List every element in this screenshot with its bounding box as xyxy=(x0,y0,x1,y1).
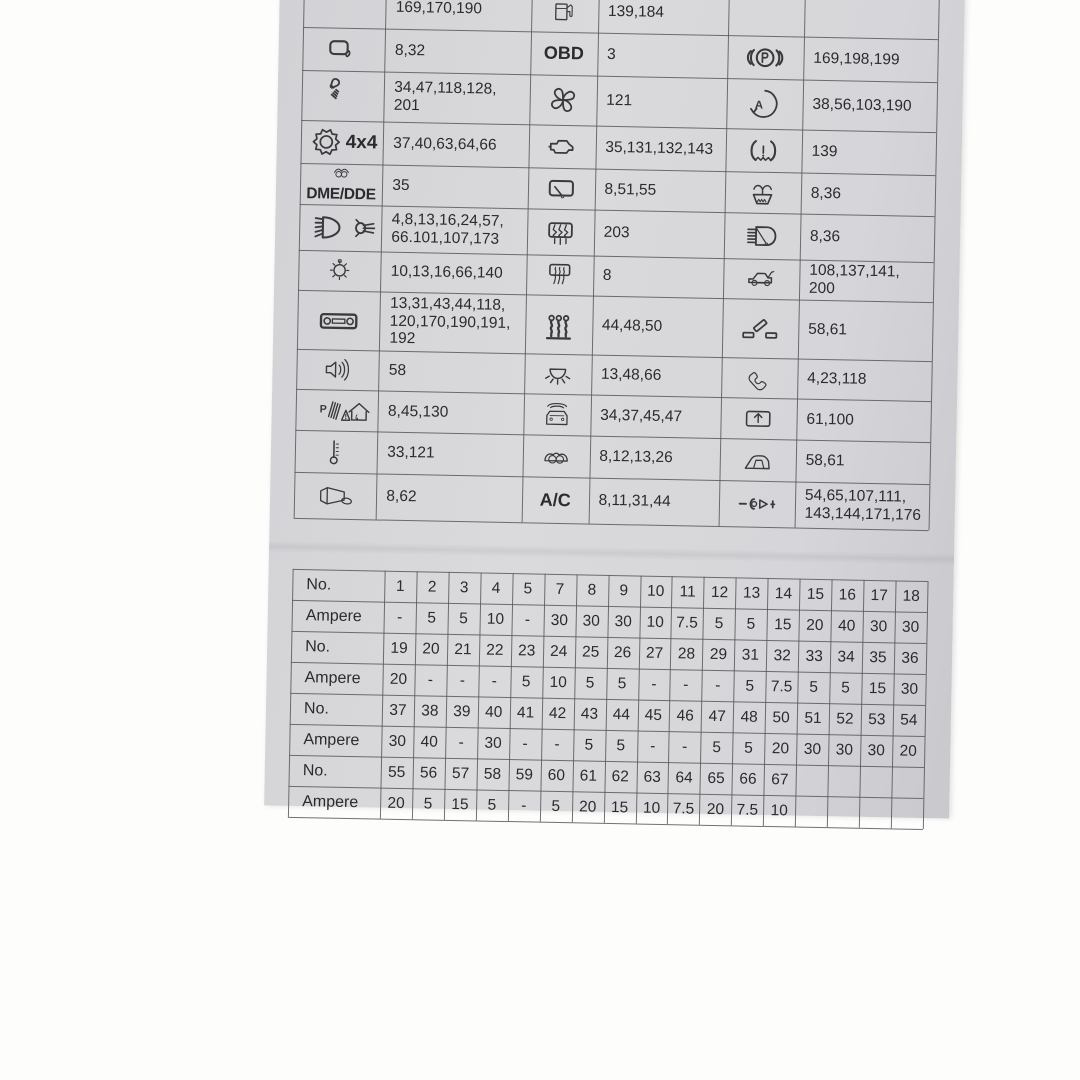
svg-text:A: A xyxy=(755,100,763,112)
svg-text:P: P xyxy=(320,403,327,415)
